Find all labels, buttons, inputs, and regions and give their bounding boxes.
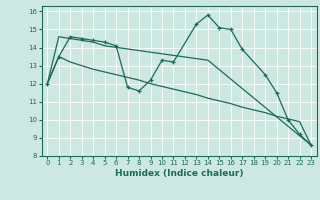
X-axis label: Humidex (Indice chaleur): Humidex (Indice chaleur) <box>115 169 244 178</box>
